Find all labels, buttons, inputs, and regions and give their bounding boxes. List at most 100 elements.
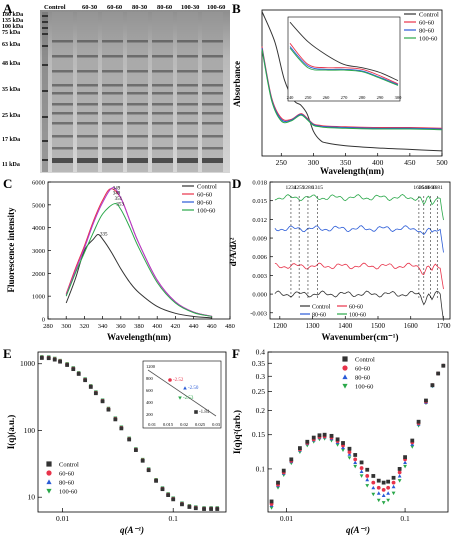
point-marker bbox=[83, 378, 88, 383]
panel-d: D d²A/dλ² Wavenumber(cm⁻¹) 1200 1300 1400 1… bbox=[228, 176, 451, 342]
point-marker bbox=[365, 467, 370, 472]
inset-tick-label: 300 bbox=[395, 95, 403, 100]
x-tick-label: 1200 bbox=[273, 322, 288, 330]
point-marker bbox=[193, 506, 198, 511]
peak-label: 1640 bbox=[418, 185, 429, 191]
protein-band bbox=[77, 122, 98, 125]
peak-label: 353 bbox=[116, 202, 124, 207]
legend-label: 80-60 bbox=[197, 200, 212, 207]
point-marker bbox=[71, 367, 76, 372]
x-tick-label: 0.01 bbox=[280, 514, 293, 523]
legend-label: 80-60 bbox=[355, 375, 370, 382]
point-marker bbox=[160, 487, 165, 492]
point-marker bbox=[347, 446, 352, 451]
y-tick-label: 0.000 bbox=[252, 292, 267, 299]
peak-label: 1259 bbox=[294, 185, 305, 191]
point-marker bbox=[381, 501, 386, 505]
series-line bbox=[65, 233, 212, 319]
y-axis-label: I(q)(a.u.) bbox=[6, 415, 16, 450]
y-tick-label: 0.1 bbox=[256, 464, 266, 473]
series-line bbox=[261, 46, 443, 129]
point-marker bbox=[342, 374, 348, 380]
protein-band bbox=[177, 135, 198, 138]
inset-ticks: 240 250 260 270 280 290 300 bbox=[287, 95, 403, 100]
point-marker bbox=[391, 480, 396, 485]
protein-band bbox=[177, 147, 198, 150]
protein-band bbox=[127, 112, 148, 115]
legend-label: 60-60 bbox=[355, 366, 370, 373]
protein-band bbox=[127, 84, 148, 87]
marker-label: 180 kDa bbox=[2, 12, 23, 18]
point-marker bbox=[113, 417, 118, 422]
series-line bbox=[261, 49, 443, 131]
protein-band bbox=[52, 135, 73, 138]
x-tick-label: 1300 bbox=[306, 322, 321, 330]
series-line bbox=[65, 203, 212, 317]
y-tick-label: 0.15 bbox=[252, 430, 265, 439]
x-tick-label: 440 bbox=[189, 323, 199, 330]
point-marker bbox=[305, 439, 310, 444]
y-axis-label: Absorbance bbox=[232, 61, 242, 107]
point-marker bbox=[376, 478, 381, 483]
point-marker bbox=[88, 385, 93, 389]
protein-band bbox=[77, 40, 98, 43]
protein-band bbox=[152, 55, 173, 58]
protein-band bbox=[202, 112, 223, 115]
point-marker bbox=[386, 491, 391, 495]
x-tick-label: 450 bbox=[404, 158, 416, 167]
point-marker bbox=[154, 478, 158, 483]
y-tick-label: 3000 bbox=[32, 248, 45, 255]
y-tick-label: 10 bbox=[28, 493, 36, 502]
point-marker bbox=[371, 474, 376, 478]
protein-band bbox=[77, 92, 98, 95]
point-marker bbox=[371, 480, 376, 485]
slope-label: -2.52 bbox=[173, 378, 184, 383]
inset-line bbox=[289, 46, 399, 86]
marker-label: 48 kDa bbox=[2, 61, 20, 67]
x-tick-label: 340 bbox=[98, 323, 108, 330]
series-line bbox=[274, 225, 444, 253]
y-tick-label: 100 bbox=[24, 426, 36, 435]
point-marker bbox=[215, 507, 220, 511]
protein-band bbox=[127, 103, 148, 106]
protein-band bbox=[177, 158, 198, 163]
panel-letter-b: B bbox=[232, 1, 241, 16]
inset-lines bbox=[289, 21, 399, 86]
point-marker bbox=[180, 502, 184, 507]
protein-band bbox=[152, 84, 173, 87]
panel-e: E I(q)(a.u.) q(A⁻¹) 0.01 0.1 10 100 1000 -2.… bbox=[3, 346, 227, 535]
protein-band bbox=[102, 84, 123, 87]
protein-band bbox=[177, 40, 198, 43]
point-marker bbox=[322, 432, 327, 437]
point-marker bbox=[341, 448, 345, 452]
x-ticks: 250 300 350 400 450 500 bbox=[276, 153, 448, 167]
x-tick-label: 0.1 bbox=[169, 514, 179, 523]
point-marker bbox=[46, 461, 52, 467]
protein-band bbox=[102, 135, 123, 138]
protein-band bbox=[77, 112, 98, 115]
panel-letter-a: A bbox=[3, 1, 13, 16]
protein-band bbox=[52, 70, 73, 73]
y-tick-label: 1000 bbox=[32, 294, 45, 301]
series-line bbox=[65, 187, 212, 317]
protein-band bbox=[152, 122, 173, 125]
series-line bbox=[274, 290, 444, 321]
point-marker bbox=[391, 475, 396, 480]
protein-band bbox=[152, 70, 173, 73]
protein-band bbox=[177, 112, 198, 115]
y-tick-label: 0.4 bbox=[256, 348, 266, 357]
inset-tick-label: 200 bbox=[146, 412, 154, 417]
legend-label: 100-60 bbox=[349, 313, 366, 319]
y-axis-label: Fluorescence intensity bbox=[6, 207, 16, 293]
legend-label: 100-60 bbox=[59, 489, 77, 496]
protein-band bbox=[52, 112, 73, 115]
point-marker bbox=[317, 433, 322, 438]
legend-label: 100-60 bbox=[355, 384, 373, 391]
point-marker bbox=[381, 493, 386, 497]
legend-label: Control bbox=[419, 12, 439, 19]
point-marker bbox=[410, 438, 415, 443]
marker-band bbox=[42, 33, 48, 35]
point-marker bbox=[391, 491, 396, 496]
x-tick-label: 500 bbox=[436, 158, 448, 167]
